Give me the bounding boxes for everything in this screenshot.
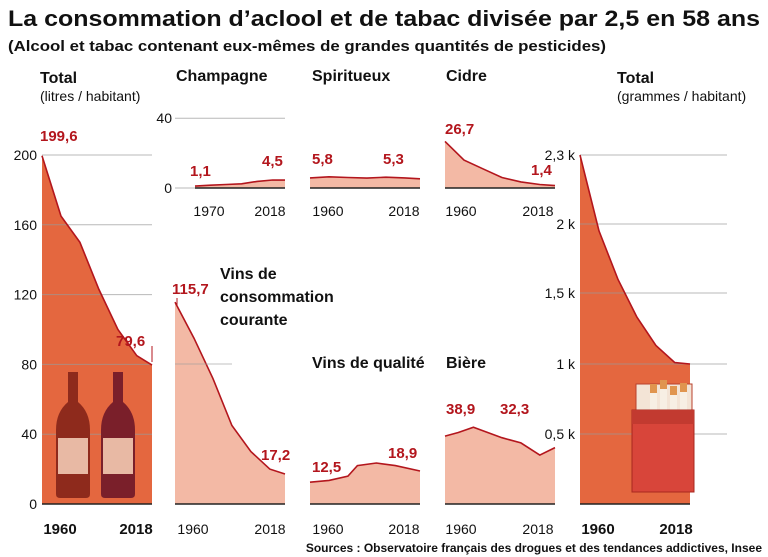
panel-subtitle-total-alcool: (litres / habitant) [40, 88, 140, 104]
value-label-spiritueux-first: 5,8 [312, 151, 333, 168]
line-spiritueux [309, 175, 421, 180]
x-label-cidre-start: 1960 [445, 203, 476, 219]
panel-title-vins-qualite: Vins de qualité [312, 355, 425, 372]
y-tick-label-total_alcool: 160 [14, 217, 38, 233]
y-tick-label-total_alcool: 200 [14, 147, 38, 163]
value-label-spiritueux-last: 5,3 [383, 151, 404, 168]
value-label-biere-first: 38,9 [446, 401, 475, 418]
panel-title-biere: Bière [446, 355, 486, 372]
line-vins_courante [174, 301, 286, 475]
panel-title-total-tabac: Total [617, 70, 654, 87]
value-label-vins-courante-first: 115,7 [172, 281, 209, 298]
source-note: Sources : Observatoire français des drog… [306, 541, 763, 555]
x-label-spiritueux-start: 1960 [312, 203, 343, 219]
y-tick-label-total_tabac: 1 k [556, 356, 576, 372]
cigarette-pack-illustration [631, 380, 695, 493]
value-label-cidre-first: 26,7 [445, 121, 474, 138]
main-title: La consommation d’aclool et de tabac div… [8, 6, 760, 31]
panel-subtitle-total-tabac: (grammes / habitant) [617, 88, 746, 104]
y-tick-label-total_tabac: 2 k [556, 216, 576, 232]
x-label-biere-end: 2018 [522, 521, 553, 537]
line-biere [444, 426, 556, 457]
x-label-champagne-end: 2018 [254, 203, 285, 219]
x-label-spiritueux-end: 2018 [388, 203, 419, 219]
x-label-total-alcool-start: 1960 [43, 521, 76, 538]
panel-title-spiritueux: Spiritueux [312, 68, 390, 85]
panel-title-champagne: Champagne [176, 68, 268, 85]
area-vins_qualite [310, 463, 420, 504]
area-biere [445, 427, 555, 504]
area-spiritueux [310, 176, 420, 188]
y-tick-label-total_tabac: 0,5 k [545, 426, 576, 442]
x-label-vins-courante-start: 1960 [177, 521, 208, 537]
x-label-biere-start: 1960 [445, 521, 476, 537]
value-label-champagne-first: 1,1 [190, 163, 211, 180]
line-total_alcool [41, 155, 153, 366]
x-label-champagne-start: 1970 [193, 203, 224, 219]
value-label-vins-courante-last: 17,2 [261, 447, 290, 464]
x-label-total-alcool-end: 2018 [119, 521, 152, 538]
area-vins_courante [175, 302, 285, 504]
line-total_tabac [579, 154, 691, 365]
x-label-total-tabac-start: 1960 [581, 521, 614, 538]
panel-title-cidre: Cidre [446, 68, 487, 85]
x-label-total-tabac-end: 2018 [659, 521, 692, 538]
y-tick-label-total_alcool: 80 [21, 356, 37, 372]
y-tick-label-total_alcool: 0 [29, 496, 37, 512]
value-label-champagne-last: 4,5 [262, 153, 283, 170]
y-tick-label-total_alcool: 40 [21, 426, 37, 442]
x-label-vins-qualite-start: 1960 [312, 521, 343, 537]
line-champagne [194, 179, 286, 187]
subtitle: (Alcool et tabac contenant eux-mêmes de … [8, 38, 606, 55]
y-tick-label-champagne: 0 [164, 180, 172, 196]
area-cidre [445, 141, 555, 188]
x-label-cidre-end: 2018 [522, 203, 553, 219]
y-tick-label-total_alcool: 120 [14, 287, 38, 303]
y-tick-label-total_tabac: 1,5 k [545, 285, 576, 301]
value-label-total-alcool-last: 79,6 [116, 333, 145, 350]
x-label-vins-qualite-end: 2018 [388, 521, 419, 537]
value-label-biere-last: 32,3 [500, 401, 529, 418]
line-vins_qualite [309, 462, 421, 483]
value-label-total-alcool-first: 199,6 [40, 128, 78, 145]
panel-title-vins-courante-1: Vins de [220, 266, 277, 283]
y-tick-label-champagne: 40 [156, 110, 172, 126]
line-cidre [444, 140, 556, 187]
x-label-vins-courante-end: 2018 [254, 521, 285, 537]
panel-title-total-alcool: Total [40, 70, 77, 87]
y-tick-label-total_tabac: 2,3 k [545, 147, 576, 163]
panel-title-vins-courante-3: courante [220, 312, 288, 329]
value-label-vins-qualite-first: 12,5 [312, 459, 341, 476]
wine-bottles-illustration [56, 372, 135, 498]
panel-title-vins-courante-2: consommation [220, 289, 334, 306]
value-label-cidre-last: 1,4 [531, 162, 553, 179]
value-label-vins-qualite-last: 18,9 [388, 445, 417, 462]
